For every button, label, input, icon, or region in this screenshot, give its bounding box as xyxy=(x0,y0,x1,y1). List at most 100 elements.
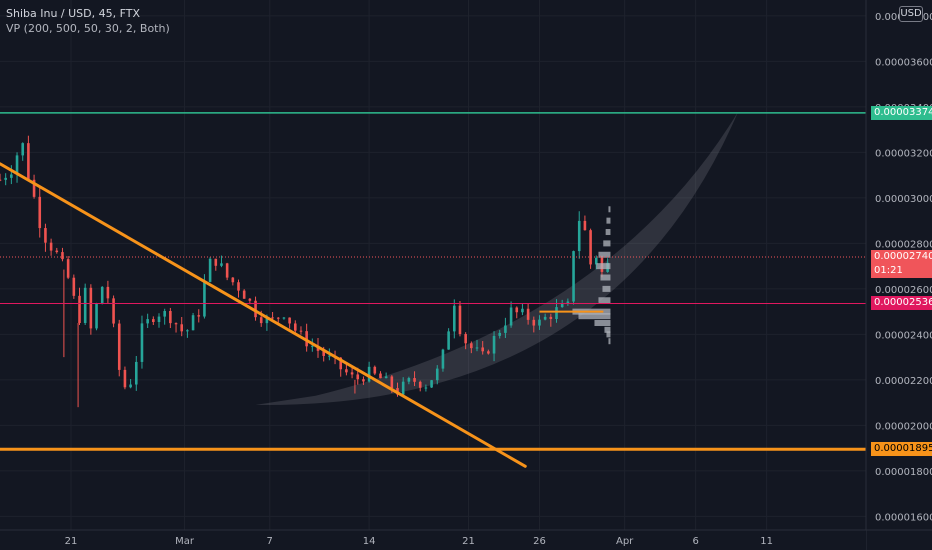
price-tick-label: 0.00001600 xyxy=(875,512,932,523)
candle-body xyxy=(373,366,377,374)
grid-lines xyxy=(0,0,866,530)
candle-body xyxy=(543,316,547,320)
candle-body xyxy=(367,366,371,382)
candle-body xyxy=(470,343,473,349)
price-tick-label: 0.00001800 xyxy=(875,467,932,478)
candle-body xyxy=(106,286,110,299)
candle-body xyxy=(424,387,428,389)
time-tick-label: Apr xyxy=(616,536,634,547)
candle-body xyxy=(311,345,314,347)
candle-body xyxy=(152,319,155,322)
candle-body xyxy=(32,179,36,197)
price-tick-label: 0.00002800 xyxy=(875,239,932,250)
candle-body xyxy=(242,290,246,299)
candle-body xyxy=(458,305,462,335)
candle-body xyxy=(401,381,405,395)
candle-body xyxy=(390,376,394,389)
candle-body xyxy=(0,179,2,181)
candle-body xyxy=(83,287,87,324)
candle-body xyxy=(208,258,212,282)
candle-body xyxy=(572,251,575,302)
volume-profile-bar xyxy=(606,217,611,224)
candle-body xyxy=(78,295,81,324)
candle-body xyxy=(186,330,189,332)
time-tick-label: 11 xyxy=(760,536,773,547)
candle-body xyxy=(265,317,269,324)
candle-body xyxy=(288,317,291,324)
candle-body xyxy=(492,335,496,354)
volume-profile-bar xyxy=(600,274,611,281)
candle-body xyxy=(356,374,360,380)
candle-body xyxy=(481,347,484,352)
candle-body xyxy=(66,259,70,278)
price-tick-label: 0.00002000 xyxy=(875,421,932,432)
candle-body xyxy=(112,298,115,324)
candle-body xyxy=(583,220,587,231)
time-axis: 21 Mar 7 14 21 26 Apr 6 11 xyxy=(0,529,932,550)
curve-channel xyxy=(255,111,739,405)
time-tick-label: 7 xyxy=(267,536,273,547)
bar-countdown: 01:21 xyxy=(874,265,903,277)
current-price-tag: 0.00002740 01:21 xyxy=(871,250,932,279)
volume-profile-bar xyxy=(608,206,611,213)
symbol-title[interactable]: Shiba Inu / USD, 45, FTX xyxy=(6,7,140,20)
candle-body xyxy=(15,155,19,175)
resistance-price-tag: 0.00003374 xyxy=(871,105,932,120)
candle-body xyxy=(447,331,450,350)
time-tick-label: Mar xyxy=(175,536,195,547)
candle-body xyxy=(55,250,59,253)
candle-body xyxy=(498,332,502,336)
candle-body xyxy=(549,316,553,319)
trendline-layer xyxy=(0,162,527,468)
candle-body xyxy=(100,286,104,304)
support-price-tag: 0.00001895 xyxy=(871,442,932,457)
candle-body xyxy=(123,369,127,388)
descending-trendline xyxy=(0,162,527,468)
candle-body xyxy=(589,230,592,265)
volume-profile-bar xyxy=(608,338,611,345)
horizontal-levels xyxy=(0,112,866,451)
time-tick-label: 21 xyxy=(462,536,475,547)
price-tick-label: 0.00002600 xyxy=(875,285,932,296)
candle-body xyxy=(293,323,297,331)
candle-body xyxy=(538,319,541,326)
price-tick-label: 0.00002200 xyxy=(875,376,932,387)
candle-body xyxy=(555,307,558,319)
candle-body xyxy=(339,357,343,370)
currency-badge[interactable]: USD xyxy=(899,6,923,22)
time-tick-label: 26 xyxy=(533,536,546,547)
candle-body xyxy=(430,380,433,388)
candle-body xyxy=(299,330,303,332)
candle-body xyxy=(21,143,25,156)
candle-body xyxy=(72,277,76,296)
candle-body xyxy=(566,301,570,304)
volume-profile-bar xyxy=(603,240,611,247)
candle-body xyxy=(452,305,456,332)
price-tick-label: 0.00003200 xyxy=(875,148,932,159)
candle-body xyxy=(44,228,47,243)
candle-body xyxy=(180,324,184,332)
candle-body xyxy=(362,379,365,382)
candle-body xyxy=(146,319,149,324)
time-tick-label: 21 xyxy=(65,536,78,547)
candle-body xyxy=(521,308,524,313)
candle-body xyxy=(197,315,201,317)
candle-body xyxy=(271,317,274,319)
candle-body xyxy=(504,325,507,333)
curve-channel-fill xyxy=(255,111,739,405)
candle-body xyxy=(407,378,411,382)
candle-body xyxy=(38,196,42,229)
candle-body xyxy=(435,368,439,381)
volume-profile-bar xyxy=(604,326,611,333)
candle-body xyxy=(276,317,280,319)
time-axis-bg xyxy=(0,530,866,550)
price-tick-label: 0.00003000 xyxy=(875,194,932,205)
candle-body xyxy=(515,307,519,313)
candle-body xyxy=(49,242,53,251)
candle-body xyxy=(4,177,7,180)
indicator-label[interactable]: VP (200, 500, 50, 30, 2, Both) xyxy=(6,22,170,35)
candle-body xyxy=(413,378,416,382)
volume-profile-bar xyxy=(602,285,611,292)
candle-body xyxy=(379,373,382,379)
